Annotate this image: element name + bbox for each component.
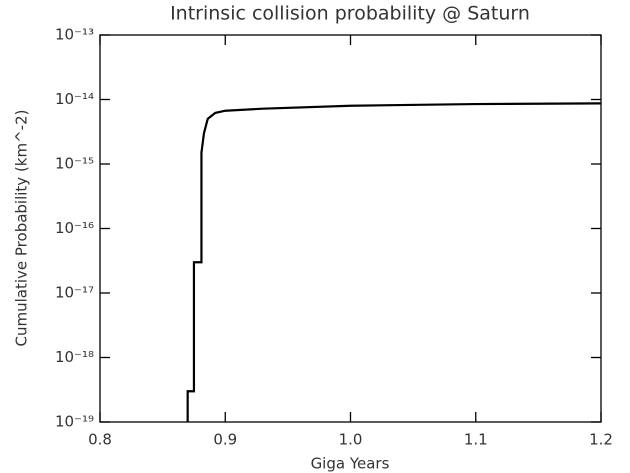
plot-frame — [99, 34, 602, 423]
x-tick-label: 1.2 — [589, 431, 613, 449]
y-axis-label: Cumulative Probability (km^-2) — [13, 110, 31, 347]
y-tick-label: 10⁻¹⁴ — [55, 90, 94, 108]
x-tick-label: 0.9 — [213, 431, 237, 449]
y-tick-label: 10⁻¹³ — [55, 26, 94, 44]
chart-title: Intrinsic collision probability @ Saturn — [170, 3, 530, 25]
y-tick-label: 10⁻¹⁷ — [55, 284, 94, 302]
y-tick-label: 10⁻¹⁶ — [55, 219, 94, 237]
x-tick-label: 0.8 — [88, 431, 112, 449]
y-tick-label: 10⁻¹⁸ — [55, 348, 94, 366]
x-tick-label: 1.0 — [339, 431, 363, 449]
y-tick-label: 10⁻¹⁵ — [55, 155, 94, 173]
x-tick-label: 1.1 — [464, 431, 488, 449]
x-axis-label: Giga Years — [311, 455, 390, 473]
y-tick-label: 10⁻¹⁹ — [55, 413, 94, 431]
data-line — [186, 102, 602, 422]
